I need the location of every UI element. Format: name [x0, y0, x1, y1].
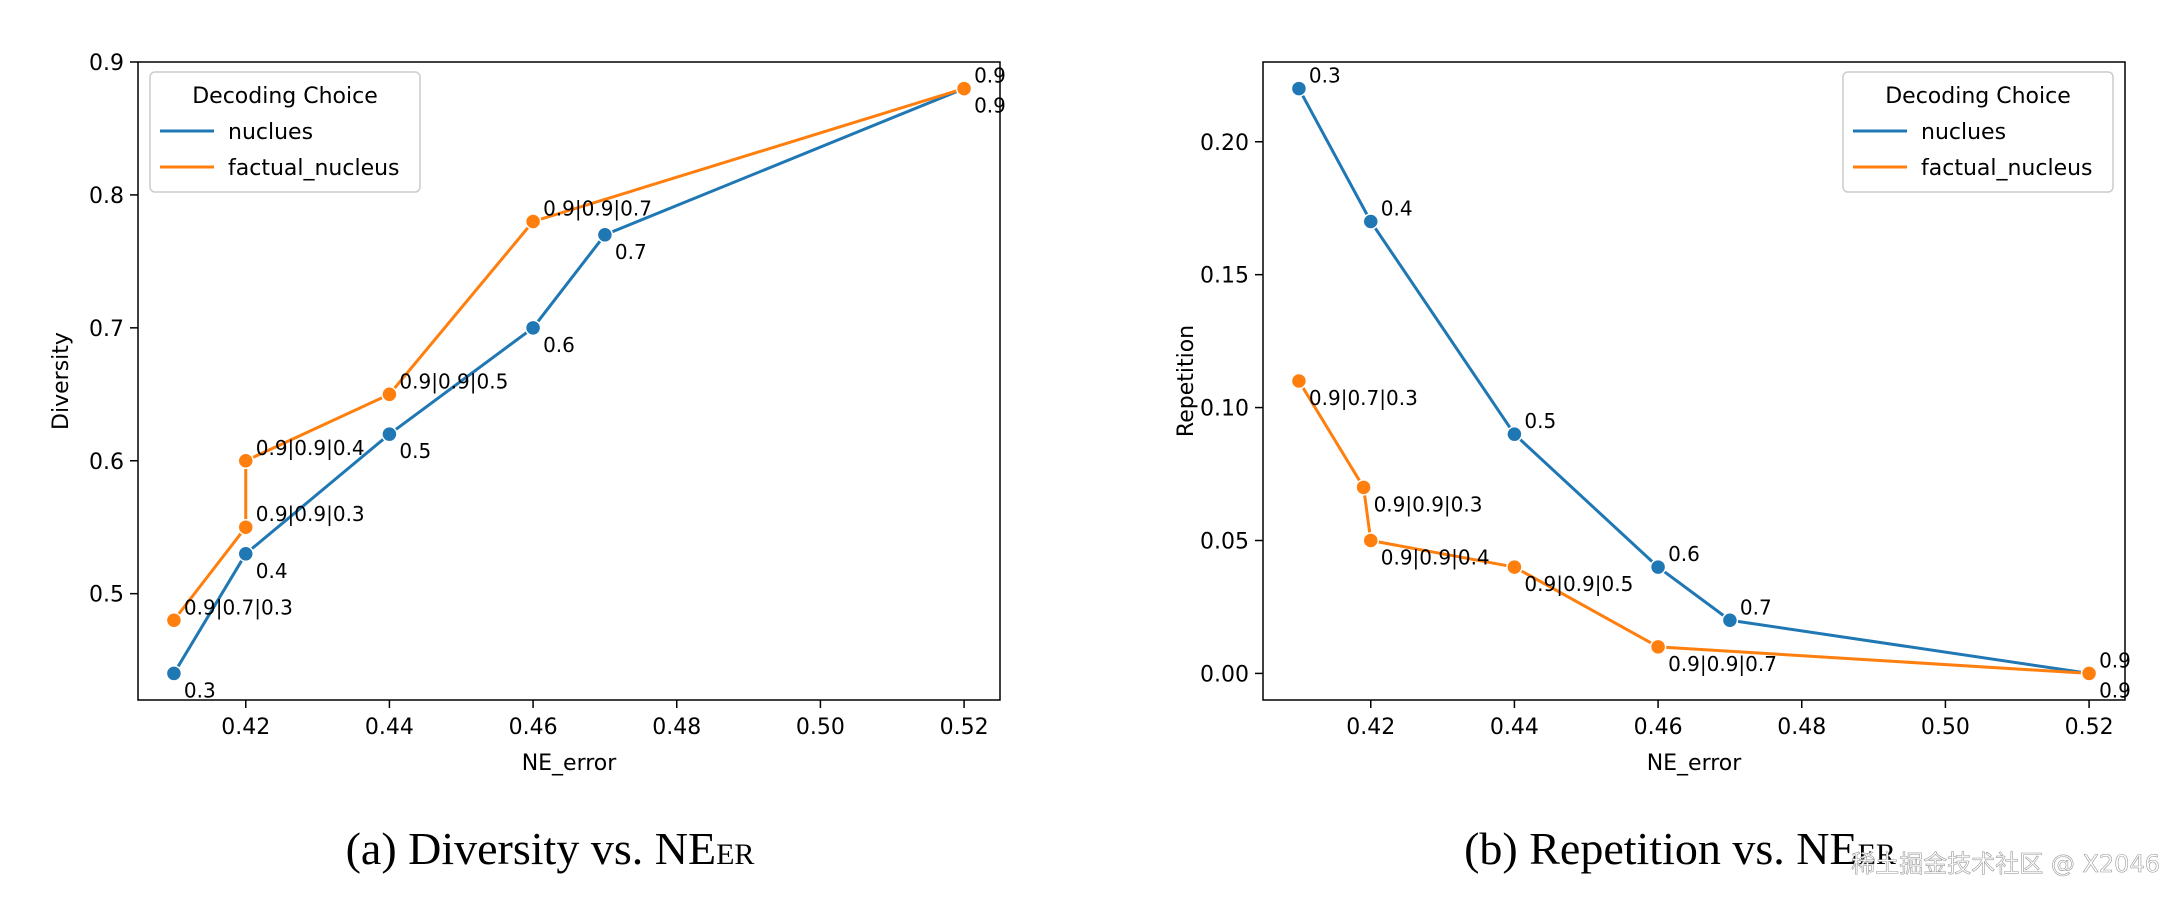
x-tick-label: 0.48 [652, 715, 701, 740]
data-point-factual [955, 80, 973, 97]
x-tick-label: 0.50 [796, 715, 845, 740]
watermark: 稀土掘金技术社区 @ X2046 [1851, 850, 2160, 878]
data-label: 0.9|0.9|0.3 [1374, 492, 1483, 516]
data-point-factual [165, 612, 183, 629]
x-axis-label: NE_error [522, 751, 618, 776]
data-point-factual [237, 518, 254, 536]
y-tick-label: 0.20 [1200, 131, 1249, 156]
legend-box [1842, 71, 2114, 193]
data-point-nucleus [524, 319, 542, 337]
data-point-factual [1362, 532, 1379, 549]
legend-box [149, 71, 421, 193]
legend-entry: factual_nucleus [1921, 156, 2093, 181]
diversity-chart: 0.42 0.44 0.46 0.48 0.50 0.52 0.5 0.6 0.7 0.8 0.9 N… [49, 51, 1006, 776]
data-point-nucleus [1506, 425, 1523, 443]
plot-frame [1262, 61, 2126, 701]
series-line-factual [172, 87, 965, 622]
data-point-nucleus [1649, 558, 1667, 576]
data-label: 0.3 [184, 678, 216, 702]
data-point-factual [1506, 558, 1523, 576]
data-point-factual [237, 452, 254, 469]
data-point-nucleus [1362, 213, 1379, 230]
data-label: 0.9 [2099, 648, 2131, 672]
data-point-factual [1290, 372, 1308, 390]
data-point-nucleus [596, 226, 614, 244]
data-point-nucleus [1721, 612, 1739, 629]
legend-entry: nuclues [228, 120, 313, 145]
y-tick-label: 0.8 [89, 184, 124, 209]
data-label: 0.3 [1309, 64, 1341, 88]
x-tick-label: 0.52 [940, 715, 989, 740]
y-tick-label: 0.00 [1200, 662, 1249, 687]
data-label: 0.4 [1381, 197, 1413, 221]
data-label: 0.9|0.9|0.5 [399, 369, 508, 393]
data-label: 0.9|0.9|0.7 [543, 197, 652, 221]
data-label: 0.4 [256, 559, 288, 583]
x-tick-label: 0.52 [2065, 715, 2114, 740]
y-tick-label: 0.9 [89, 51, 124, 76]
data-label: 0.9|0.9|0.4 [256, 436, 365, 460]
x-tick-label: 0.46 [509, 715, 558, 740]
caption-a-subscript: ER [716, 838, 754, 871]
data-point-nucleus [1290, 80, 1308, 97]
x-tick-label: 0.50 [1921, 715, 1970, 740]
data-point-nucleus [165, 665, 183, 682]
series-line-nucleus [1297, 87, 2090, 675]
x-tick-label: 0.42 [1346, 715, 1395, 740]
data-point-factual [381, 386, 398, 403]
y-tick-label: 0.6 [89, 450, 124, 475]
caption-a-text: (a) Diversity vs. NE [346, 823, 716, 874]
x-axis-label: NE_error [1647, 751, 1743, 776]
data-label: 0.9|0.9|0.7 [1668, 652, 1777, 676]
caption-b: (b) Repetition vs. NEER [1464, 823, 1896, 874]
y-tick-label: 0.15 [1200, 264, 1249, 289]
y-tick-label: 0.7 [89, 317, 124, 342]
data-label: 0.9|0.9|0.3 [256, 502, 365, 526]
data-label: 0.9|0.9|0.5 [1524, 572, 1633, 596]
data-point-factual [524, 213, 542, 230]
data-label: 0.9 [2099, 678, 2131, 702]
y-axis-label: Diversity [49, 332, 74, 430]
data-label: 0.5 [1524, 409, 1556, 433]
caption-b-subscript: ER [1858, 838, 1896, 871]
x-tick-label: 0.44 [1490, 715, 1539, 740]
data-label: 0.9 [974, 64, 1006, 88]
caption-b-text: (b) Repetition vs. NE [1464, 823, 1858, 874]
x-tick-label: 0.44 [365, 715, 414, 740]
repetition-chart: 0.42 0.44 0.46 0.48 0.50 0.52 0.00 0.05 0.10 0.15… [1174, 61, 2131, 776]
data-label: 0.9|0.7|0.3 [1309, 386, 1418, 410]
data-label: 0.9|0.7|0.3 [184, 595, 293, 619]
legend-entry: factual_nucleus [228, 156, 400, 181]
y-tick-label: 0.5 [89, 583, 124, 608]
data-label: 0.6 [1668, 542, 1700, 566]
caption-a: (a) Diversity vs. NEER [346, 823, 755, 874]
y-tick-label: 0.05 [1200, 530, 1249, 555]
y-axis-label: Repetition [1174, 325, 1199, 437]
plot-frame [137, 61, 1001, 701]
y-tick-label: 0.10 [1200, 397, 1249, 422]
data-point-factual [1355, 479, 1372, 496]
data-label: 0.9|0.9|0.4 [1381, 546, 1490, 570]
data-label: 0.7 [615, 240, 647, 264]
data-label: 0.6 [543, 333, 575, 357]
x-tick-label: 0.48 [1777, 715, 1826, 740]
data-label: 0.9 [974, 94, 1006, 118]
data-point-factual [1649, 638, 1667, 656]
x-tick-label: 0.42 [221, 715, 270, 740]
legend-entry: nuclues [1921, 120, 2006, 145]
data-point-nucleus [237, 545, 254, 563]
data-point-nucleus [381, 425, 398, 443]
data-label: 0.5 [399, 439, 431, 463]
x-tick-label: 0.46 [1634, 715, 1683, 740]
legend-title: Decoding Choice [1885, 84, 2071, 109]
legend-title: Decoding Choice [192, 84, 378, 109]
series-line-nucleus [172, 87, 965, 675]
data-label: 0.7 [1740, 595, 1772, 619]
series-line-factual [1297, 380, 2090, 675]
data-point-factual [2080, 665, 2098, 682]
